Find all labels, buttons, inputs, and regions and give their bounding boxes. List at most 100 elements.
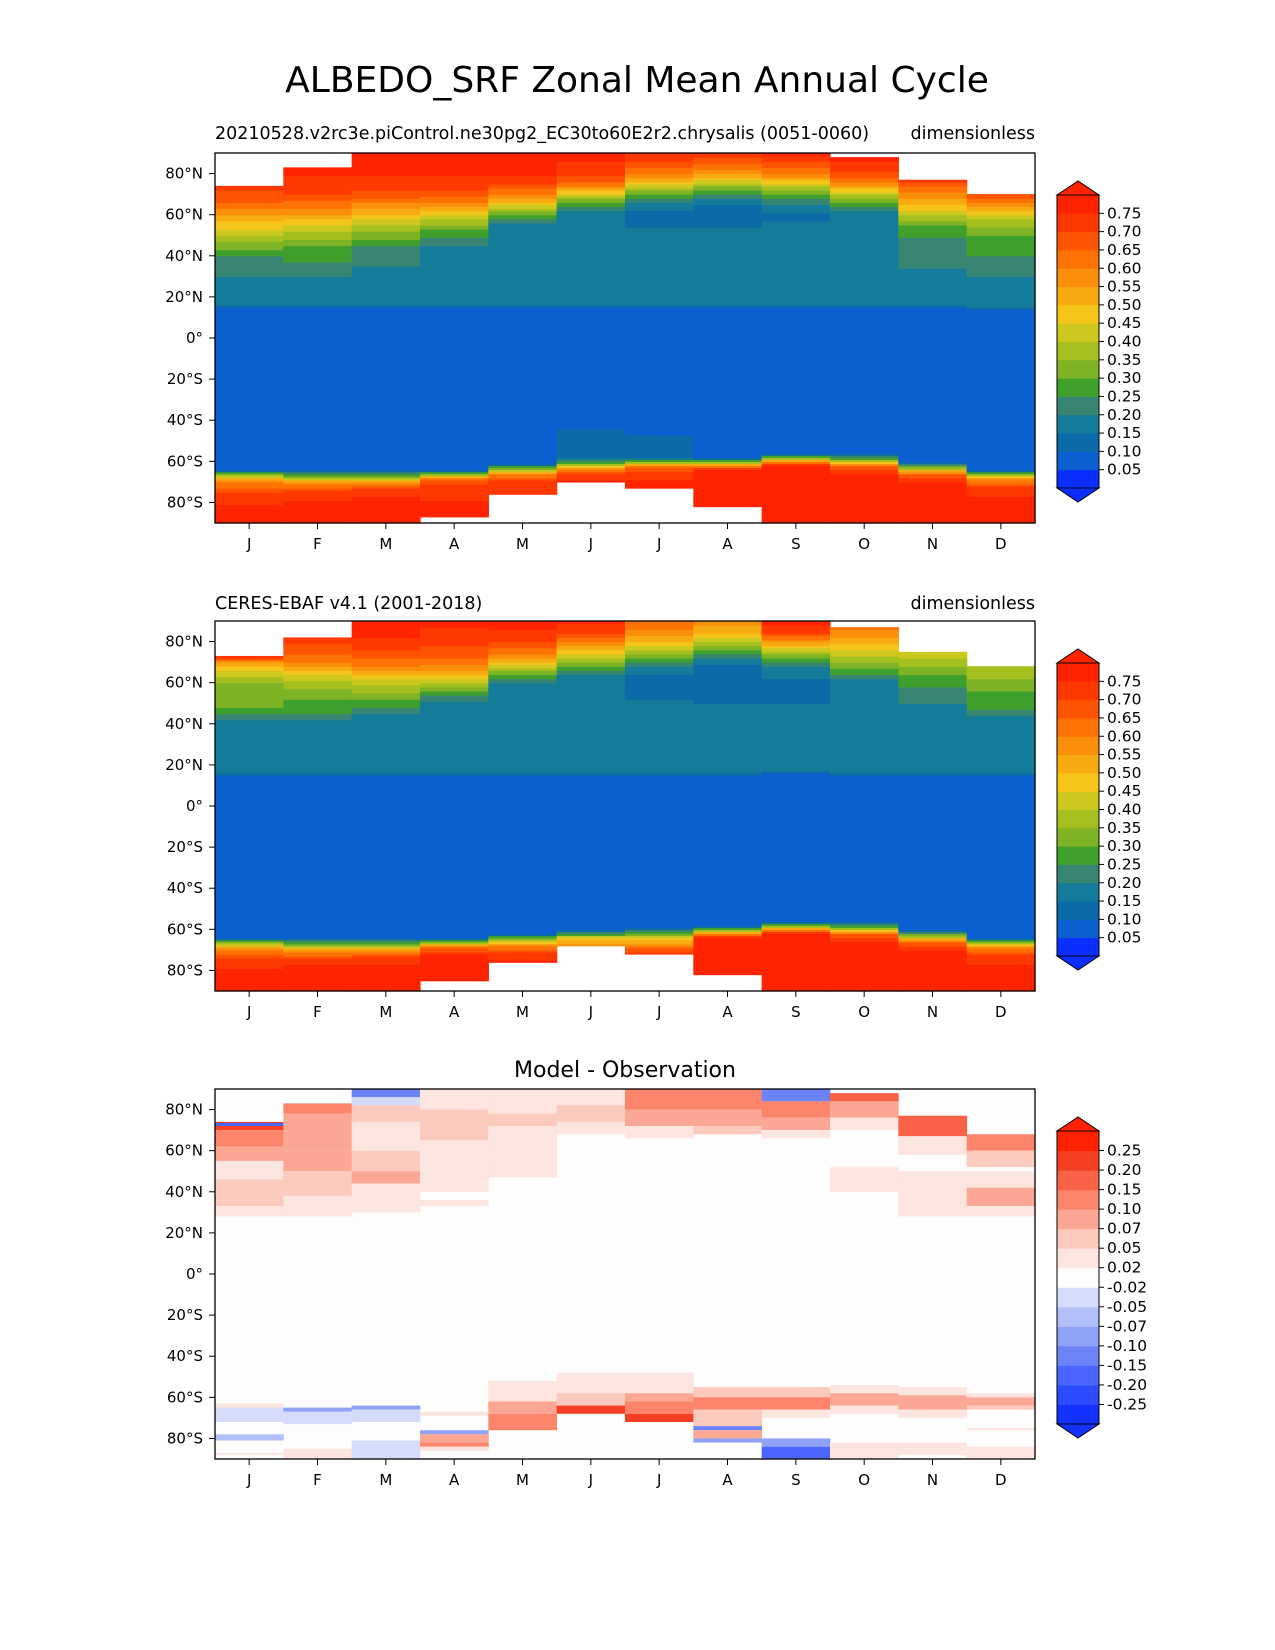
heat-cell	[351, 701, 421, 704]
heat-cell	[898, 769, 968, 772]
heat-cell	[693, 662, 763, 665]
heat-cell	[488, 678, 558, 682]
heat-cell	[215, 486, 284, 489]
heat-cell	[283, 354, 353, 358]
heat-cell	[488, 414, 558, 417]
heat-cell	[420, 717, 489, 721]
heat-cell	[488, 169, 558, 173]
heat-cell	[830, 984, 899, 988]
heat-cell	[625, 241, 694, 245]
heat-cell	[556, 161, 626, 164]
colorbar-tick-label: 0.02	[1107, 1259, 1142, 1277]
heat-cell	[283, 943, 353, 947]
heat-cell	[283, 709, 353, 713]
heat-cell	[215, 323, 284, 327]
heat-cell	[625, 479, 694, 483]
heat-cell	[556, 843, 626, 846]
heat-cell	[898, 789, 968, 793]
heat-cell	[420, 364, 489, 368]
heat-cell	[830, 762, 899, 766]
heat-cell	[761, 651, 831, 655]
heat-cell	[420, 200, 489, 203]
heat-cell	[215, 986, 284, 990]
heat-cell	[761, 212, 831, 216]
heat-cell	[215, 717, 284, 721]
heat-cell	[830, 375, 899, 378]
heat-cell	[830, 750, 899, 754]
heat-cell	[898, 750, 968, 754]
heat-cell	[351, 315, 421, 319]
heat-cell	[215, 873, 284, 877]
heat-cell	[283, 779, 353, 782]
x-tick-label: S	[791, 1003, 801, 1021]
heat-cell	[625, 321, 694, 325]
heat-cell	[488, 643, 558, 647]
heat-cell	[215, 500, 284, 504]
heat-cell	[420, 360, 489, 364]
heat-cell	[625, 803, 694, 807]
heat-cell	[761, 732, 831, 735]
heat-cell	[898, 752, 968, 756]
heat-cell	[830, 653, 899, 657]
heat-cell	[693, 272, 763, 275]
colorbar-swatch	[1057, 827, 1099, 847]
heat-cell	[215, 781, 284, 784]
heat-cell	[625, 697, 694, 700]
heat-cell	[625, 699, 694, 702]
heat-cell	[625, 249, 694, 253]
heat-cell	[283, 929, 353, 932]
heat-cell	[966, 430, 1036, 434]
heat-cell	[898, 771, 968, 774]
heat-cell	[761, 338, 831, 341]
heat-cell	[966, 356, 1036, 360]
heat-cell	[488, 449, 558, 452]
heat-cell	[351, 678, 421, 682]
heat-cell	[693, 420, 763, 423]
heat-cell	[351, 514, 421, 518]
heat-cell	[898, 331, 968, 335]
heat-cell	[556, 758, 626, 762]
heat-cell	[556, 391, 626, 395]
heat-cell	[625, 375, 694, 378]
heat-cell	[898, 266, 968, 269]
heat-cell	[625, 707, 694, 710]
heat-cell	[215, 340, 284, 343]
heat-cell	[693, 434, 763, 438]
heat-cell	[693, 288, 763, 292]
heat-cell	[351, 387, 421, 390]
heat-cell	[693, 370, 763, 374]
x-tick-label: J	[246, 1471, 251, 1489]
heat-cell	[966, 670, 1036, 673]
heat-cell	[283, 261, 353, 265]
heat-cell	[351, 826, 421, 830]
month-column	[830, 627, 899, 992]
heat-cell	[215, 216, 284, 220]
heat-cell	[830, 826, 899, 830]
heat-cell	[898, 520, 968, 524]
y-tick-label: 40°S	[167, 1347, 203, 1365]
heat-cell	[761, 773, 831, 776]
heat-cell	[625, 196, 694, 199]
heat-cell	[625, 335, 694, 339]
heat-cell	[830, 206, 899, 210]
heat-cell	[693, 416, 763, 419]
heat-cell	[693, 684, 763, 688]
colorbar-swatch	[1057, 378, 1099, 397]
heat-cell	[898, 818, 968, 821]
heat-cell	[420, 422, 489, 425]
heat-cell	[488, 633, 558, 636]
heat-cell	[215, 896, 284, 900]
x-tick-label: M	[379, 1471, 392, 1489]
heat-cell	[693, 214, 763, 218]
heat-cell	[898, 292, 968, 296]
heat-cell	[898, 471, 968, 475]
heat-cell	[420, 972, 489, 976]
heat-cell	[830, 929, 899, 932]
heat-cell	[420, 929, 489, 932]
colorbar-swatch	[1057, 919, 1099, 939]
heat-cell	[556, 713, 626, 717]
heat-cell	[556, 270, 626, 273]
heat-cell	[966, 453, 1036, 456]
heat-cell	[830, 816, 899, 819]
heat-cell	[488, 313, 558, 316]
